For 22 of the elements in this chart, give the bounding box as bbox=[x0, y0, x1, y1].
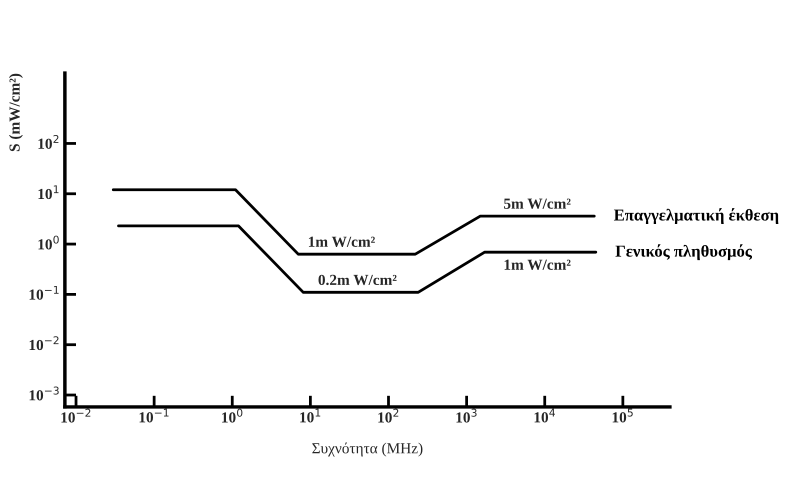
y-tick-label: 10$^{−2}$ bbox=[30, 336, 59, 350]
annotation: 5m W/cm² bbox=[504, 198, 571, 209]
y-tick-label: 10$^{2}$ bbox=[38, 134, 58, 149]
x-tick-label: 10$^{2}$ bbox=[378, 408, 398, 423]
x-axis-title: Συχνότητα (MHz) bbox=[312, 442, 422, 457]
x-tick-label: 10$^{−1}$ bbox=[140, 408, 169, 422]
x-tick-label: 10$^{3}$ bbox=[456, 408, 477, 423]
x-tick-label: 10$^{1}$ bbox=[300, 408, 320, 422]
series-label: Επαγγελματική έκθεση bbox=[614, 208, 778, 224]
x-tick-label: 10$^{5}$ bbox=[612, 408, 633, 422]
x-tick-label: 10$^{0}$ bbox=[222, 408, 242, 423]
x-tick-label: 10$^{−2}$ bbox=[61, 408, 90, 423]
y-axis-title: S (mW/cm²) bbox=[8, 74, 23, 152]
annotation: 0.2m W/cm² bbox=[318, 274, 397, 286]
y-tick-label: 10$^{0}$ bbox=[38, 236, 59, 250]
y-tick-label: 10$^{1}$ bbox=[38, 185, 58, 200]
annotation: 1m W/cm² bbox=[504, 260, 571, 270]
series-label: Γενικός πληθυσμός bbox=[616, 244, 752, 260]
x-tick-label: 10$^{4}$ bbox=[534, 408, 555, 422]
y-tick-label: 10$^{−1}$ bbox=[30, 286, 59, 300]
y-tick-label: 10$^{−3}$ bbox=[30, 386, 59, 400]
annotation: 1m W/cm² bbox=[308, 236, 375, 247]
